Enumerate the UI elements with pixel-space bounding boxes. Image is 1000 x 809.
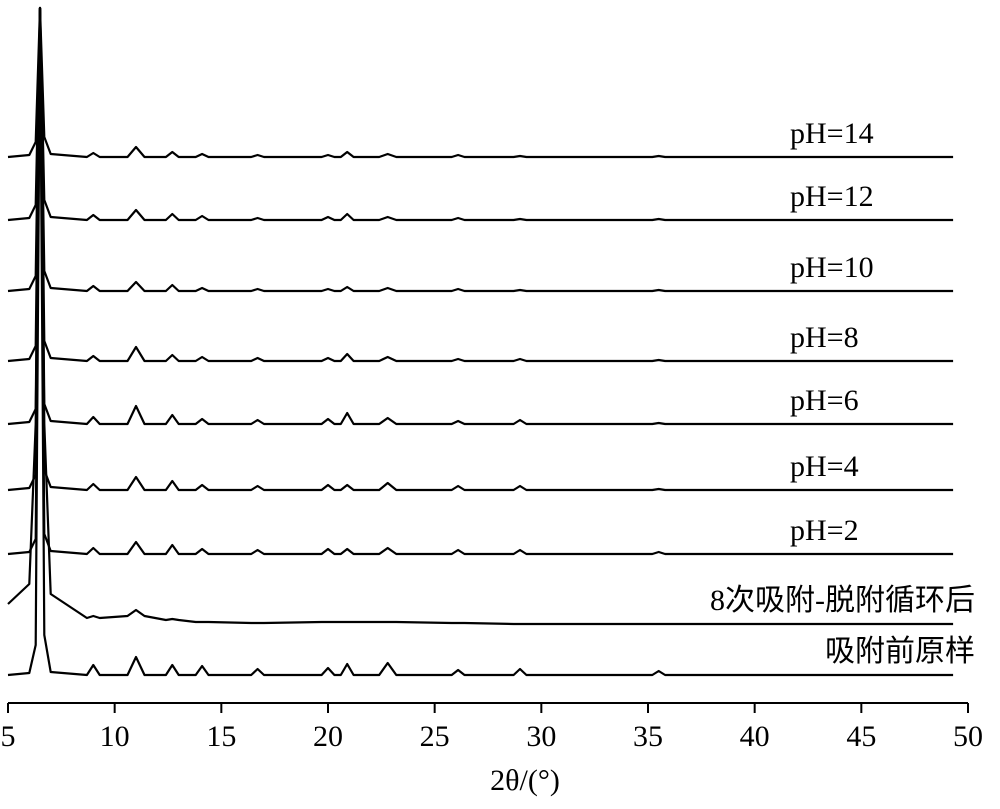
- series-label: pH=6: [790, 384, 859, 417]
- series-label: pH=8: [790, 321, 859, 354]
- x-tick-label: 5: [1, 720, 16, 753]
- xrd-trace: [7, 6, 954, 293]
- x-tick-label: 40: [740, 720, 770, 753]
- xrd-trace: [7, 8, 954, 677]
- series-label: pH=2: [790, 514, 859, 547]
- x-tick-label: 10: [100, 720, 130, 753]
- xrd-trace: [7, 7, 954, 626]
- series-label: pH=10: [790, 251, 874, 284]
- series-label: pH=14: [790, 117, 874, 150]
- xrd-trace: [7, 6, 954, 222]
- xrd-trace: [7, 6, 954, 426]
- series-label: 吸附前原样: [825, 635, 975, 668]
- series-label: pH=12: [790, 180, 874, 213]
- x-axis-label: 2θ/(°): [490, 764, 560, 797]
- x-tick-label: 15: [206, 720, 236, 753]
- xrd-trace: [7, 6, 954, 363]
- x-tick-label: 35: [633, 720, 663, 753]
- xrd-trace: [7, 6, 954, 556]
- x-tick-label: 25: [420, 720, 450, 753]
- series-label: pH=4: [790, 450, 859, 483]
- x-tick-label: 30: [526, 720, 556, 753]
- series-label: 8次吸附-脱附循环后: [710, 584, 975, 617]
- xrd-trace: [7, 6, 954, 492]
- x-tick-label: 45: [846, 720, 876, 753]
- x-tick-label: 20: [313, 720, 343, 753]
- x-tick-label: 50: [953, 720, 983, 753]
- xrd-trace: [7, 6, 954, 159]
